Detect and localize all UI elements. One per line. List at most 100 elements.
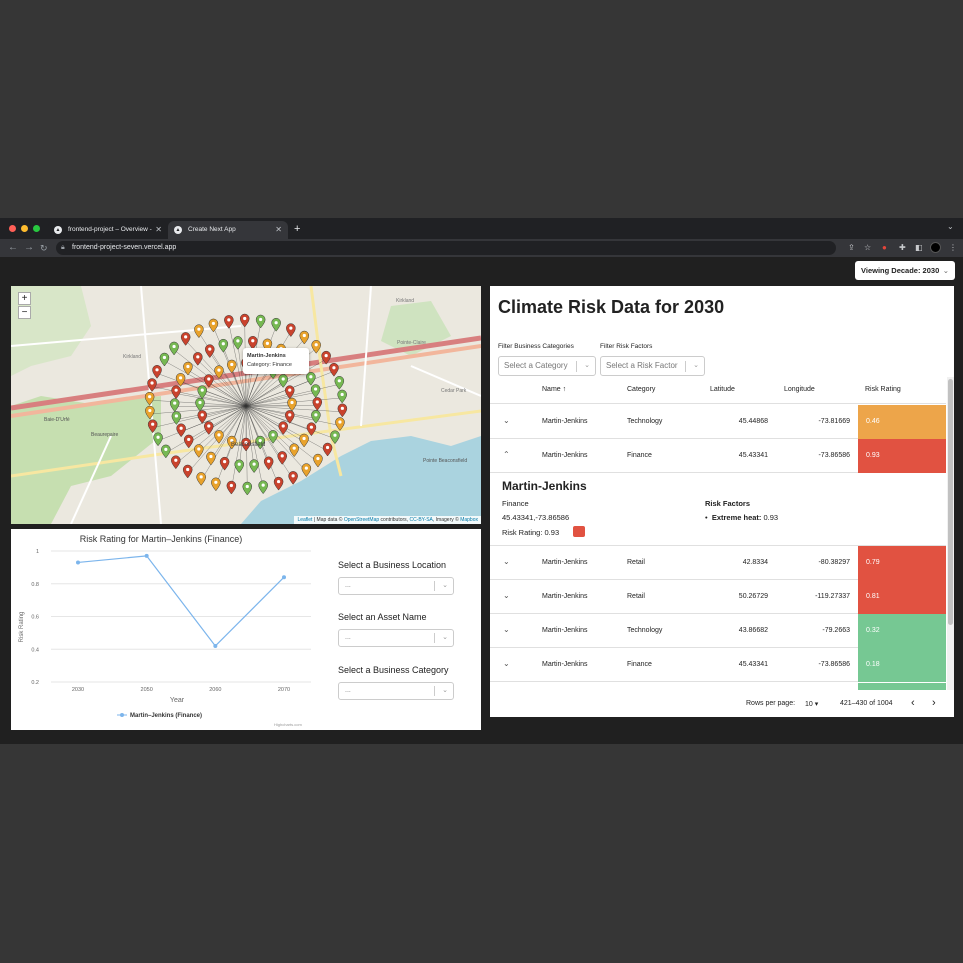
- table-scrollbar[interactable]: [947, 377, 954, 690]
- header-longitude[interactable]: Longitude: [784, 386, 815, 393]
- map-marker[interactable]: [204, 421, 214, 435]
- map-marker[interactable]: [226, 480, 237, 495]
- map-marker[interactable]: [194, 444, 204, 458]
- map-marker[interactable]: [224, 315, 234, 329]
- chevron-down-icon[interactable]: ⌄: [503, 625, 510, 634]
- back-icon[interactable]: ←: [8, 242, 18, 253]
- map-marker[interactable]: [263, 456, 274, 471]
- next-page-icon[interactable]: ›: [932, 697, 936, 709]
- map-marker[interactable]: [310, 384, 321, 398]
- map-marker[interactable]: [171, 385, 181, 400]
- chevron-down-icon[interactable]: ⌄: [503, 659, 510, 668]
- map-marker[interactable]: [306, 372, 316, 386]
- category-filter-select[interactable]: Select a Category ⌄: [498, 356, 596, 376]
- share-icon[interactable]: ⇪: [848, 243, 855, 252]
- chart-legend[interactable]: Martin–Jenkins (Finance): [117, 713, 202, 719]
- table-row[interactable]: ⌃ Martin-Jenkins Finance 45.43341 -73.86…: [490, 439, 946, 473]
- close-window-button[interactable]: [9, 225, 16, 232]
- map-marker[interactable]: [255, 435, 265, 450]
- map-marker[interactable]: [330, 430, 340, 445]
- map-marker[interactable]: [144, 391, 155, 406]
- new-tab-button[interactable]: +: [294, 223, 301, 235]
- map-marker[interactable]: [284, 410, 295, 424]
- map-marker[interactable]: [197, 385, 208, 400]
- map-marker[interactable]: [159, 352, 170, 367]
- map-marker[interactable]: [234, 459, 244, 474]
- map-marker[interactable]: [214, 365, 224, 380]
- minimize-window-button[interactable]: [21, 225, 28, 232]
- map-marker[interactable]: [204, 374, 214, 388]
- bookmark-star-icon[interactable]: ☆: [864, 243, 872, 252]
- map-marker[interactable]: [182, 464, 193, 479]
- chevron-down-icon[interactable]: ⌄: [503, 591, 510, 600]
- header-name[interactable]: Name ↑: [542, 386, 567, 393]
- map-marker[interactable]: [180, 332, 191, 346]
- reload-icon[interactable]: ↻: [40, 243, 48, 253]
- decade-selector[interactable]: Viewing Decade: 2030 ⌄: [855, 261, 955, 280]
- map-marker[interactable]: [284, 385, 295, 400]
- scrollbar-thumb[interactable]: [948, 379, 953, 625]
- map-marker[interactable]: [288, 471, 298, 485]
- map-marker[interactable]: [286, 323, 296, 337]
- map-marker[interactable]: [312, 397, 323, 411]
- map-marker[interactable]: [313, 453, 323, 468]
- map-marker[interactable]: [299, 433, 309, 448]
- map-marker[interactable]: [278, 374, 288, 388]
- map-marker[interactable]: [311, 340, 321, 354]
- close-tab-icon[interactable]: ✕: [155, 225, 162, 234]
- map-marker[interactable]: [169, 398, 180, 412]
- table-row[interactable]: ⌄ Martin-Jenkins Technology 45.44868 -73…: [490, 405, 946, 439]
- profile-avatar[interactable]: [930, 242, 941, 253]
- header-risk-rating[interactable]: Risk Rating: [865, 386, 901, 393]
- map-marker[interactable]: [239, 313, 250, 328]
- map-marker[interactable]: [196, 472, 206, 486]
- highcharts-credit[interactable]: Highcharts.com: [274, 722, 302, 727]
- map-marker[interactable]: [321, 350, 331, 365]
- map-marker[interactable]: [258, 480, 268, 495]
- maximize-window-button[interactable]: [33, 225, 40, 232]
- zoom-out-button[interactable]: −: [18, 306, 31, 319]
- map-marker[interactable]: [183, 361, 193, 376]
- category-select[interactable]: ... ⌄: [338, 682, 454, 700]
- map-marker[interactable]: [147, 419, 158, 434]
- map-marker[interactable]: [242, 481, 253, 496]
- map-marker[interactable]: [161, 444, 171, 459]
- map-marker[interactable]: [171, 411, 182, 425]
- map-marker[interactable]: [153, 432, 163, 447]
- forward-icon[interactable]: →: [24, 242, 34, 253]
- tab-search-icon[interactable]: ⌄: [947, 222, 954, 231]
- tab-overview[interactable]: ▲ frontend-project – Overview - ✕: [48, 221, 168, 239]
- map-marker[interactable]: [208, 318, 219, 333]
- table-row[interactable]: ⌄ Martin-Jenkins Technology 43.86682 -79…: [490, 614, 946, 648]
- map-marker[interactable]: [287, 397, 297, 412]
- map-marker[interactable]: [227, 435, 237, 450]
- osm-link[interactable]: OpenStreetMap: [343, 517, 380, 523]
- chevron-up-icon[interactable]: ⌃: [503, 450, 510, 459]
- map-marker[interactable]: [337, 403, 348, 418]
- map-marker[interactable]: [334, 376, 345, 390]
- map-marker[interactable]: [311, 410, 321, 424]
- sidepanel-icon[interactable]: ◧: [915, 243, 923, 252]
- map-marker[interactable]: [249, 459, 259, 473]
- map-marker[interactable]: [214, 430, 224, 444]
- map-marker[interactable]: [233, 336, 243, 350]
- map-marker[interactable]: [278, 421, 288, 435]
- map-marker[interactable]: [195, 397, 205, 412]
- map-marker[interactable]: [227, 359, 237, 374]
- prev-page-icon[interactable]: ‹: [911, 697, 915, 709]
- map-marker[interactable]: [299, 330, 310, 345]
- map-marker[interactable]: [194, 324, 204, 339]
- leaflet-link[interactable]: Leaflet: [297, 517, 313, 523]
- address-bar[interactable]: 🔒︎ frontend-project-seven.vercel.app: [56, 241, 836, 255]
- map-marker[interactable]: [205, 344, 215, 359]
- menu-kebab-icon[interactable]: ⋮: [949, 243, 957, 252]
- map-marker[interactable]: [176, 423, 186, 438]
- map-marker[interactable]: [183, 434, 194, 449]
- header-latitude[interactable]: Latitude: [710, 386, 735, 393]
- table-row[interactable]: ⌄ Martin-Jenkins Finance 45.43341 -73.86…: [490, 648, 946, 682]
- map-marker[interactable]: [197, 410, 208, 424]
- risk-map[interactable]: Kirkland Kirkland Baie-D'Urfé Beaurepair…: [11, 286, 481, 524]
- map-marker[interactable]: [169, 341, 179, 356]
- rows-per-page-select[interactable]: 10 ▾: [805, 700, 818, 708]
- map-marker[interactable]: [277, 451, 287, 465]
